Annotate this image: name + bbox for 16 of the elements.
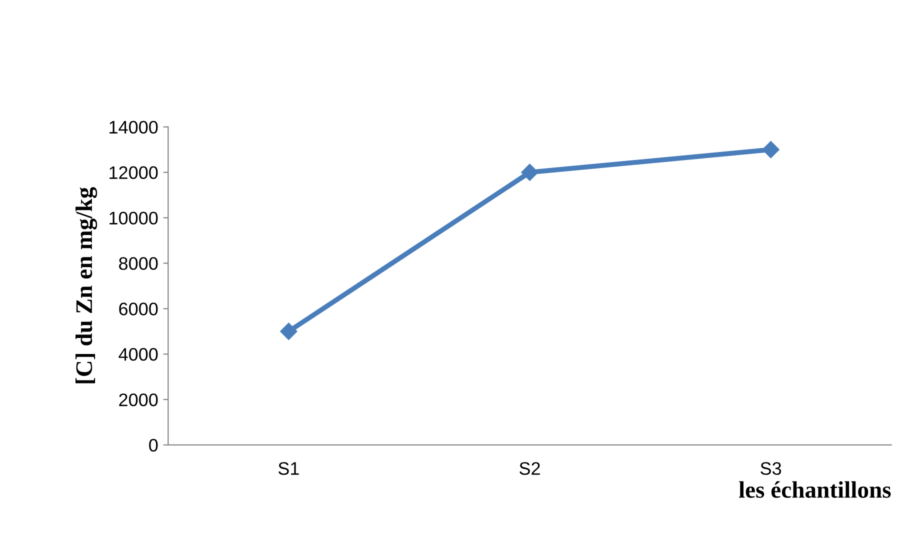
y-tick-label: 12000 (110, 166, 158, 180)
y-tick-label: 6000 (119, 302, 158, 316)
x-tick-label: S1 (278, 462, 299, 475)
point (521, 164, 538, 181)
y-tick-label: 2000 (119, 393, 158, 406)
y-tick-label: 0 (149, 438, 158, 452)
y-axis-title: [C] du Zn en mg/kg (76, 187, 98, 384)
x-axis-title: les échantillons (738, 481, 891, 498)
point (280, 322, 298, 340)
y-tick-label: 4000 (118, 348, 158, 361)
y-tick-label: 10000 (110, 212, 158, 224)
x-tick-label: S3 (760, 462, 782, 475)
y-tick-label: 8000 (119, 257, 158, 270)
y-tick-label: 14000 (110, 120, 158, 134)
point (762, 141, 780, 158)
x-tick-label: S2 (520, 462, 540, 475)
